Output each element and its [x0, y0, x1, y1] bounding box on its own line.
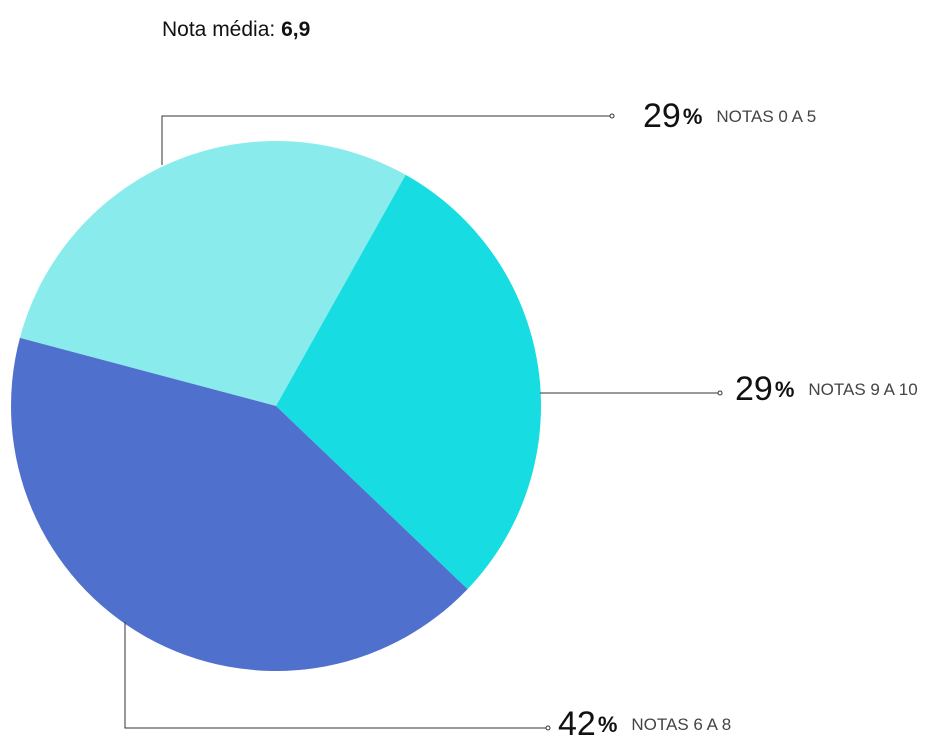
pie-slice	[10, 337, 468, 672]
category-label: NOTAS 0 A 5	[716, 107, 816, 126]
title-label: Nota média:	[162, 18, 275, 41]
chart-title: Nota média: 6,9	[162, 18, 310, 41]
slice-label: 42% NOTAS 6 A 8	[558, 705, 731, 743]
value-unit: %	[598, 712, 618, 737]
value-label: 29	[643, 97, 681, 135]
title-value: 6,9	[281, 18, 310, 41]
slice-label: 29% NOTAS 0 A 5	[643, 97, 816, 135]
value-unit: %	[775, 377, 795, 402]
category-label: NOTAS 9 A 10	[808, 380, 917, 399]
value-label: 29	[735, 370, 773, 408]
leader-dot	[717, 390, 723, 396]
value-unit: %	[683, 104, 703, 129]
leader-dot	[545, 725, 551, 731]
leader-line	[161, 115, 612, 165]
slice-label: 29% NOTAS 9 A 10	[735, 370, 918, 408]
pie-slice	[19, 141, 406, 406]
leader-line	[124, 622, 548, 729]
category-label: NOTAS 6 A 8	[631, 715, 731, 734]
value-label: 42	[558, 705, 596, 743]
leader-dot	[609, 113, 615, 119]
pie-slice	[276, 174, 542, 590]
